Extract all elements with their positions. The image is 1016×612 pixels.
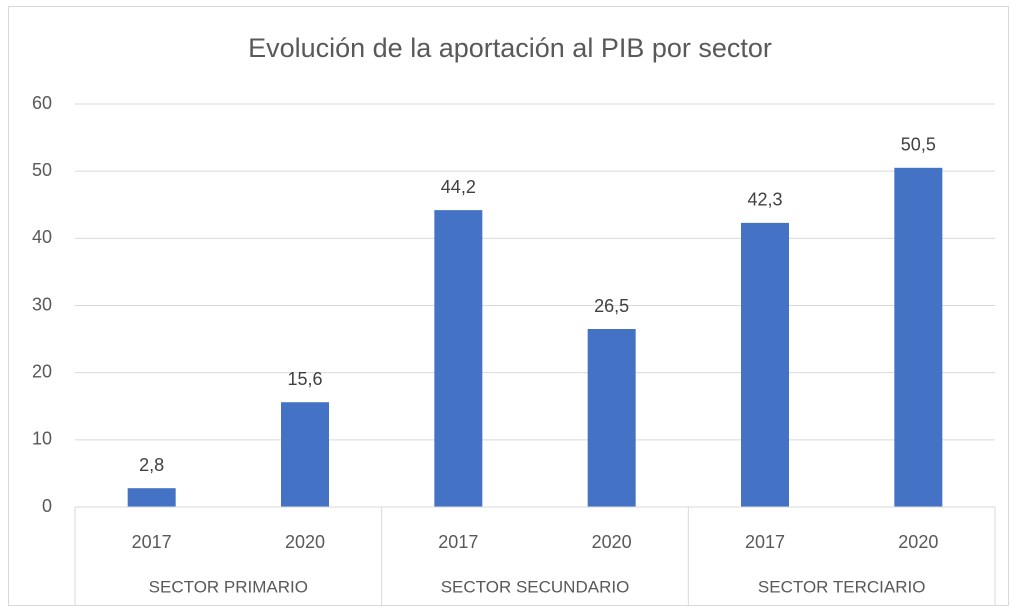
group-label: SECTOR TERCIARIO: [758, 577, 926, 596]
data-label: 44,2: [441, 177, 476, 197]
x-tick-label: 2017: [438, 532, 478, 552]
y-tick-label: 0: [42, 496, 52, 516]
y-tick-label: 10: [32, 429, 52, 449]
x-tick-label: 2017: [132, 532, 172, 552]
y-tick-label: 30: [32, 294, 52, 314]
data-label: 50,5: [901, 135, 936, 155]
x-tick-label: 2017: [745, 532, 785, 552]
bar: [587, 329, 636, 507]
bar: [127, 488, 176, 507]
data-label: 2,8: [139, 455, 164, 475]
x-tick-label: 2020: [285, 532, 325, 552]
bar: [281, 402, 329, 507]
data-label: 42,3: [747, 190, 782, 210]
data-label: 15,6: [287, 369, 322, 389]
x-tick-label: 2020: [592, 532, 632, 552]
y-tick-label: 60: [32, 93, 52, 113]
x-tick-label: 2020: [898, 532, 938, 552]
y-tick-label: 40: [32, 227, 52, 247]
bar: [434, 210, 483, 507]
y-tick-label: 20: [32, 361, 52, 381]
group-label: SECTOR PRIMARIO: [149, 577, 308, 596]
bar: [894, 167, 943, 507]
y-tick-label: 50: [32, 160, 52, 180]
data-label: 26,5: [594, 296, 629, 316]
chart-title: Evolución de la aportación al PIB por se…: [248, 33, 772, 63]
group-label: SECTOR SECUNDARIO: [441, 577, 630, 596]
bar: [741, 222, 789, 507]
